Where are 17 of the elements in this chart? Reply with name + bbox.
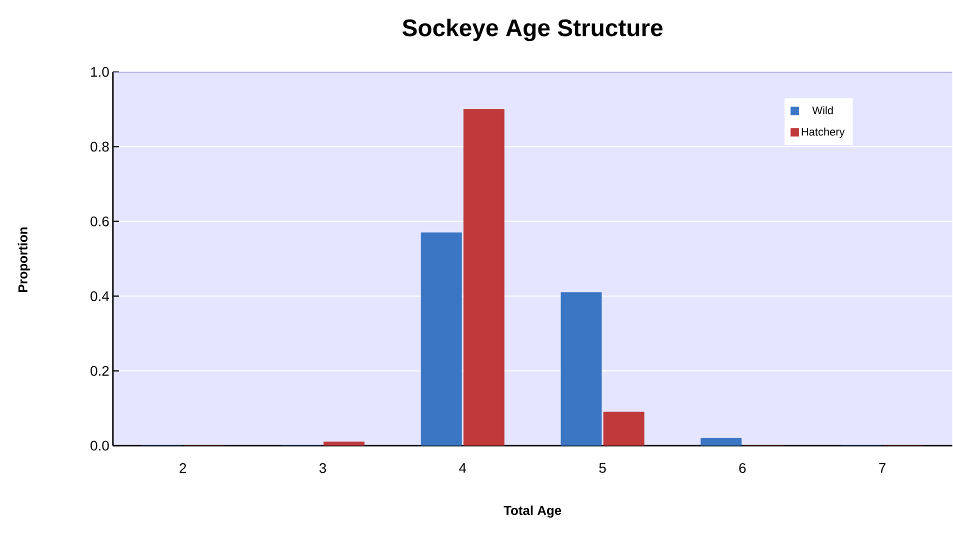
y-tick-label: 0.2	[90, 366, 109, 376]
y-tick-label: 1.0	[91, 67, 109, 78]
chart-title: Sockeye Age Structure	[402, 18, 663, 42]
y-axis-title: Proportion	[18, 228, 30, 292]
x-tick-label: 6	[739, 463, 746, 474]
x-tick-label: 3	[319, 463, 326, 474]
y-tick-label: 0.4	[90, 291, 109, 302]
y-tick-label: 0.8	[90, 142, 109, 152]
legend-label: Wild	[812, 106, 833, 115]
x-tick-label: 4	[459, 463, 466, 473]
y-tick-label: 0.0	[90, 440, 109, 451]
x-axis-title: Total Age	[504, 506, 562, 518]
x-tick-label: 7	[879, 463, 886, 473]
x-tick-label: 2	[180, 463, 186, 474]
y-tick-label: 0.6	[90, 216, 109, 227]
x-tick-label: 5	[599, 463, 606, 474]
legend-label: Hatchery	[802, 128, 845, 138]
